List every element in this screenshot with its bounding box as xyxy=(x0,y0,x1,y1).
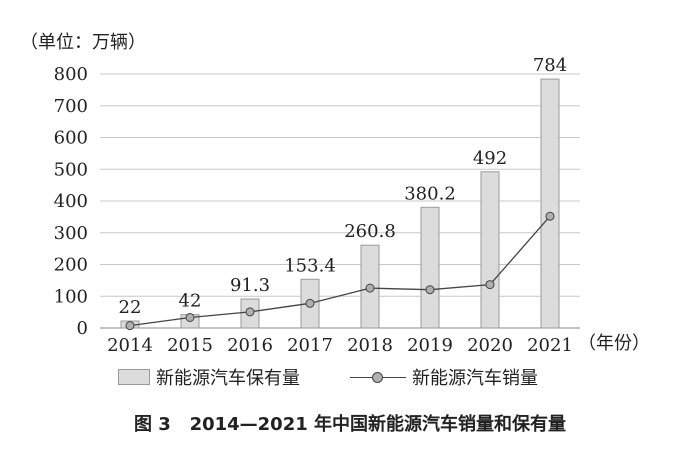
sales-line xyxy=(129,215,551,327)
line-series xyxy=(125,211,555,331)
x-tick-label: 2019 xyxy=(407,335,453,356)
figure-number: 图 3 xyxy=(133,414,171,435)
x-axis-unit-label: （年份） xyxy=(578,333,650,354)
legend-line-label: 新能源汽车销量 xyxy=(412,368,538,389)
y-tick-label: 500 xyxy=(54,159,88,180)
x-tick-label: 2021 xyxy=(527,335,573,356)
x-tick-label: 2015 xyxy=(167,335,213,356)
x-tick-label: 2018 xyxy=(347,335,393,356)
y-axis-ticks: 0 100 200 300 400 500 600 700 800 xyxy=(54,64,88,339)
x-tick-label: 2017 xyxy=(287,335,333,356)
x-tick-label: 2016 xyxy=(227,335,273,356)
bar-data-label: 22 xyxy=(119,297,142,318)
bar xyxy=(420,206,440,329)
line-point xyxy=(545,211,555,221)
bar-data-label: 42 xyxy=(179,291,202,312)
y-tick-label: 700 xyxy=(54,96,88,117)
line-point xyxy=(185,312,195,322)
y-tick-label: 800 xyxy=(54,64,88,85)
y-tick-label: 200 xyxy=(54,255,88,276)
line-point xyxy=(245,307,255,317)
x-axis-ticks: 2014 2015 2016 2017 2018 2019 2020 2021 xyxy=(107,335,573,356)
line-point xyxy=(485,280,495,290)
y-tick-label: 0 xyxy=(77,318,88,339)
legend-bar-swatch xyxy=(118,369,150,385)
line-point xyxy=(425,285,435,295)
y-tick-label: 300 xyxy=(54,223,88,244)
y-tick-label: 400 xyxy=(54,191,88,212)
bar-data-labels: 22 42 91.3 153.4 260.8 380.2 492 784 xyxy=(119,55,568,318)
bar-data-label: 784 xyxy=(533,55,567,76)
bar-data-label: 91.3 xyxy=(230,275,270,296)
line-point xyxy=(365,283,375,293)
bar-data-label: 380.2 xyxy=(404,183,456,204)
bar-data-label: 492 xyxy=(473,148,507,169)
x-tick-label: 2020 xyxy=(467,335,513,356)
y-axis-unit-label: （单位：万辆） xyxy=(20,32,146,53)
bar xyxy=(540,78,560,329)
bar xyxy=(480,171,500,329)
legend-line-swatch xyxy=(350,370,406,384)
y-tick-label: 100 xyxy=(54,286,88,307)
figure-caption: 图 3 2014—2021 年中国新能源汽车销量和保有量 xyxy=(0,410,700,436)
bar-data-label: 260.8 xyxy=(344,221,396,242)
y-tick-label: 600 xyxy=(54,128,88,149)
legend: 新能源汽车保有量 新能源汽车销量 xyxy=(118,364,538,390)
figure-title: 2014—2021 年中国新能源汽车销量和保有量 xyxy=(189,414,567,435)
bar-data-label: 153.4 xyxy=(284,255,336,276)
x-tick-label: 2014 xyxy=(107,335,153,356)
line-point xyxy=(125,321,135,331)
grid-lines xyxy=(100,73,580,329)
legend-bar-label: 新能源汽车保有量 xyxy=(156,368,300,389)
line-point xyxy=(305,298,315,308)
